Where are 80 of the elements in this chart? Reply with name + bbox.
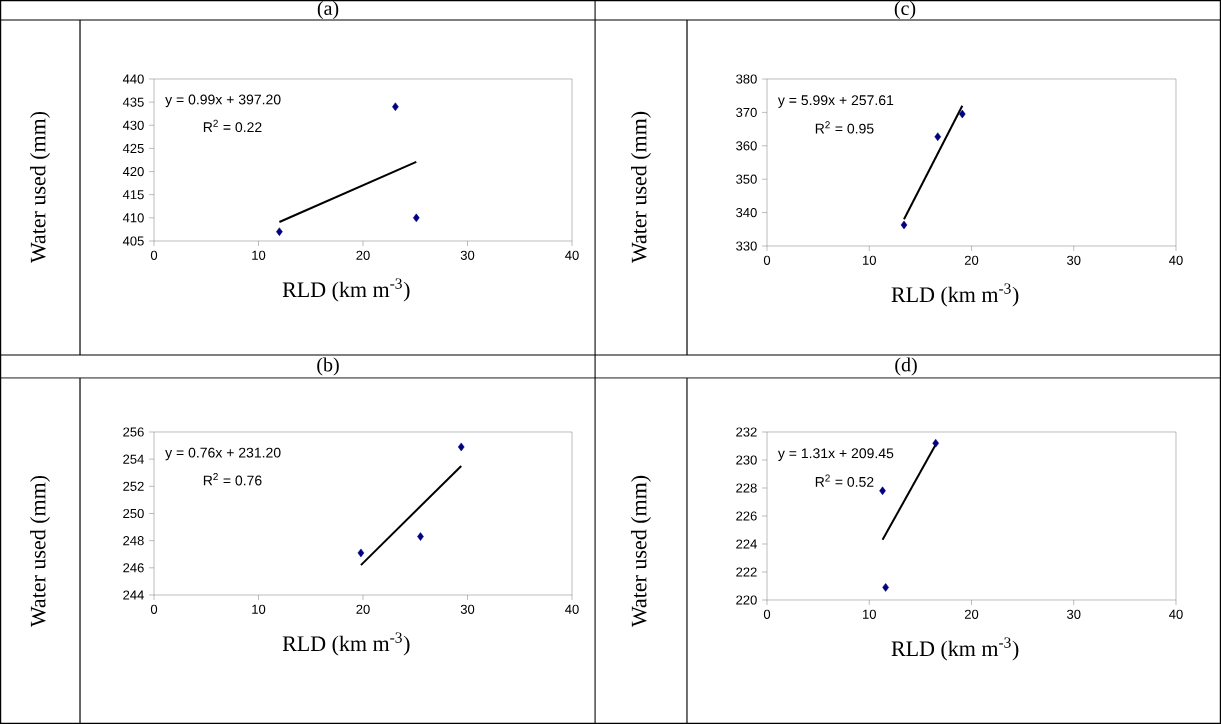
y-tick-label: 230 [736,455,757,465]
point [417,532,424,541]
x-tick-label: 20 [356,250,370,260]
y-tick-label: 360 [736,141,757,151]
x-tick-label: 40 [1169,255,1183,265]
y-tick-label: 244 [123,590,144,600]
x-axis-title: RLD (km m$^{-3}$) [282,632,410,656]
point [392,102,399,112]
x-tick-label: 30 [1067,255,1081,265]
point [959,109,966,119]
y-tick-label: 380 [736,74,757,84]
point [882,583,889,592]
x-axis-title: RLD (km m$^{-3}$) [891,283,1019,307]
y-tick-label: 250 [123,508,144,519]
y-tick-label: 232 [736,427,757,437]
x-tick-label: 0 [763,255,771,265]
y-tick-label: 440 [122,74,144,84]
y-axis-title: Water used (mm) [631,475,651,628]
x-tick-label: 40 [565,250,579,260]
chart-title: (b) [317,357,339,376]
x-tick-label: 40 [1169,609,1183,619]
point [900,220,908,230]
y-tick-label: 256 [123,427,144,437]
x-tick-label: 20 [964,609,979,619]
x-tick-label: 10 [252,250,266,260]
y-axis-title: Water used (mm) [30,475,50,628]
annotation: y = 5.99x + 257.61 [777,95,894,108]
y-tick-label: 370 [736,107,757,117]
point [879,486,886,496]
point [276,227,283,236]
y-tick-label: 410 [122,213,144,223]
point [457,442,465,452]
y-tick-label: 248 [123,536,144,546]
x-axis-title: RLD (km m$^{-3}$) [891,637,1019,661]
annotation: y = 0.76x + 231.20 [165,447,281,461]
y-tick-label: 224 [736,539,757,549]
y-tick-label: 254 [123,454,144,464]
annotation: R$^{2}$ = 0.22 [203,119,262,133]
x-tick-label: 30 [1067,609,1081,619]
chart-title: (a) [317,0,339,20]
x-tick-label: 0 [763,609,771,619]
y-tick-label: 226 [736,511,757,521]
x-tick-label: 20 [964,255,979,265]
x-tick-label: 30 [460,604,475,614]
annotation: R$^{2}$ = 0.52 [815,474,874,487]
y-tick-label: 435 [122,97,144,107]
y-tick-label: 220 [736,595,757,605]
y-tick-label: 222 [736,567,757,577]
y-axis-title: Water used (mm) [631,111,651,264]
point [413,213,420,223]
point [934,132,942,142]
y-tick-label: 425 [122,143,144,154]
y-tick-label: 246 [123,563,144,573]
y-tick-label: 340 [736,207,757,218]
x-axis-title: RLD (km m$^{-3}$) [282,278,410,302]
y-tick-label: 252 [123,481,144,491]
point [357,548,365,558]
y-tick-label: 350 [736,174,757,184]
y-tick-label: 228 [736,483,757,493]
annotation: y = 1.31x + 209.45 [777,448,894,462]
y-tick-label: 405 [122,236,144,246]
y-axis-title: Water used (mm) [30,111,50,264]
y-tick-label: 420 [122,166,144,177]
chart-title: (c) [894,0,916,20]
x-tick-label: 40 [565,604,579,614]
y-tick-label: 330 [736,241,757,251]
point [932,438,939,448]
x-tick-label: 0 [150,250,158,260]
x-tick-label: 0 [150,604,158,614]
x-tick-label: 20 [356,604,370,614]
y-tick-label: 430 [122,120,144,130]
annotation: R$^{2}$ = 0.95 [815,121,874,134]
y-tick-label: 415 [122,190,144,200]
x-tick-label: 10 [863,609,876,619]
chart-title: (d) [895,357,917,376]
annotation: y = 0.99x + 397.20 [165,94,281,108]
x-tick-label: 30 [460,250,475,260]
x-tick-label: 10 [252,604,266,614]
x-tick-label: 10 [863,255,876,265]
annotation: R$^{2}$ = 0.76 [203,473,262,486]
